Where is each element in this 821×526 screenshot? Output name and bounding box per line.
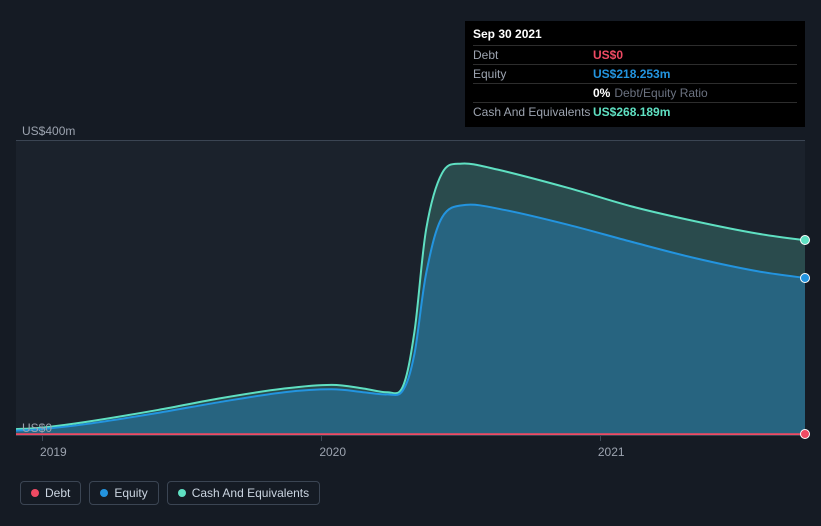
tooltip-panel: Sep 30 2021DebtUS$0EquityUS$218.253m0%De… (465, 21, 805, 127)
tooltip-row-label (473, 86, 593, 100)
zero-baseline (16, 435, 805, 436)
legend-item[interactable]: Equity (89, 481, 158, 505)
legend-swatch (178, 489, 186, 497)
tooltip-row-label: Cash And Equivalents (473, 105, 593, 119)
tooltip-row: DebtUS$0 (473, 45, 797, 64)
tooltip-row-value: US$218.253m (593, 67, 670, 81)
legend-item[interactable]: Debt (20, 481, 81, 505)
tooltip-row: 0%Debt/Equity Ratio (473, 83, 797, 102)
tooltip-row: EquityUS$218.253m (473, 64, 797, 83)
tooltip-row-label: Debt (473, 48, 593, 62)
legend-label: Debt (45, 486, 70, 500)
legend-swatch (31, 489, 39, 497)
legend: Debt Equity Cash And Equivalents (20, 481, 320, 505)
chart-svg (16, 140, 805, 441)
x-tick-label: 2020 (319, 445, 346, 459)
chart-container: Sep 30 2021DebtUS$0EquityUS$218.253m0%De… (0, 0, 821, 526)
x-tick-label: 2021 (598, 445, 625, 459)
legend-item[interactable]: Cash And Equivalents (167, 481, 320, 505)
x-tick-label: 2019 (40, 445, 67, 459)
legend-label: Equity (114, 486, 147, 500)
tooltip-row-label: Equity (473, 67, 593, 81)
series-marker (800, 273, 810, 283)
legend-swatch (100, 489, 108, 497)
y-axis-label-top: US$400m (22, 124, 75, 138)
tooltip-row-value: US$0 (593, 48, 623, 62)
tooltip-row-value: US$268.189m (593, 105, 670, 119)
series-marker (800, 235, 810, 245)
series-marker (800, 429, 810, 439)
y-axis-label-bottom: US$0 (22, 421, 52, 435)
legend-label: Cash And Equivalents (192, 486, 309, 500)
tooltip-date: Sep 30 2021 (473, 27, 797, 45)
tooltip-row-value: 0%Debt/Equity Ratio (593, 86, 708, 100)
tooltip-row: Cash And EquivalentsUS$268.189m (473, 102, 797, 121)
